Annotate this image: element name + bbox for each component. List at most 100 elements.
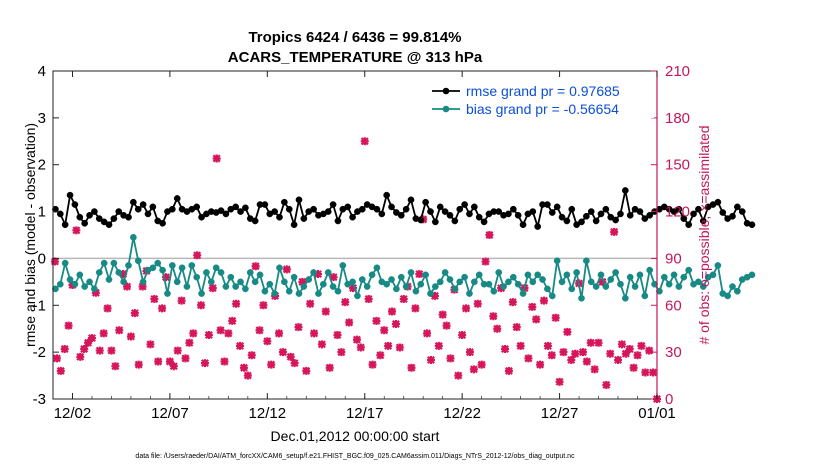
bias-series-point [56,280,64,288]
bias-series-point [441,269,449,276]
bias-series-point [456,278,464,286]
obs-count-marker [224,329,233,338]
rmse-series-point [349,213,356,221]
obs-count-marker [489,312,498,321]
obs-count-marker [111,362,120,371]
bias-series-point [451,285,459,293]
obs-count-marker [239,363,248,372]
bias-series-point [290,273,298,281]
rmse-series-point [222,210,230,218]
bias-series-point [397,273,405,281]
y-right-tick-label: 90 [665,250,682,267]
bias-series-point [183,283,191,290]
bias-series-point [651,280,658,288]
obs-count-marker [641,368,650,377]
rmse-series-point [159,219,166,227]
bias-series-point [417,280,425,288]
rmse-series-point [125,213,132,221]
obs-count-marker [220,357,229,366]
obs-count-marker [310,329,319,338]
obs-count-marker [255,326,264,335]
bias-series-point [100,259,108,267]
obs-count-marker [251,262,260,271]
obs-count-marker [645,346,654,355]
y-tick-label: 0 [38,250,46,267]
obs-count-marker [197,301,206,310]
data-file-footnote: data file: /Users/raeder/DAI/ATM_forcXX/… [135,453,575,460]
obs-count-marker [539,296,548,305]
bias-series-point [631,283,639,290]
bias-series-point [699,283,707,290]
y-right-tick-label: 120 [665,204,690,221]
bias-series-point [617,280,624,288]
bias-series-point [548,292,556,300]
bias-series-point [695,278,702,286]
rmse-series-point [583,212,590,220]
obs-count-marker [99,329,108,338]
bias-series-point [675,283,683,290]
x-tick-label: 12/02 [54,405,92,422]
y-tick-label: -3 [33,391,46,408]
obs-count-marker [236,341,245,350]
bias-series-point [154,259,162,267]
obs-count-marker [232,299,241,308]
obs-count-marker [76,352,85,361]
bias-series-point [349,278,356,286]
obs-count-marker [278,348,287,357]
bias-series-point [76,271,84,279]
x-tick-label: 12/22 [443,405,481,422]
rmse-series-point [636,208,644,215]
rmse-series-point [95,215,103,222]
rmse-series-point [115,208,123,215]
obs-count-marker [536,360,545,369]
bias-series-point [534,271,542,279]
obs-count-marker [629,363,638,372]
bias-series-point [271,290,278,297]
y-right-tick-label: 150 [665,157,690,174]
bias-series-point [125,262,132,269]
obs-count-marker [107,346,116,355]
bias-series-point [568,285,576,293]
rmse-series-point [134,205,142,213]
bias-series-point [334,287,342,295]
obs-count-marker [423,329,432,338]
rmse-series-point [602,205,610,213]
x-tick-label: 12/07 [151,405,189,422]
bias-series-point [495,269,503,276]
bias-series-point [251,278,259,286]
obs-count-marker [243,371,252,380]
rmse-series-point [285,205,293,213]
rmse-series-point [456,205,464,213]
bias-series-point [324,269,332,276]
bias-series-point [597,271,605,279]
bias-series-point [256,271,264,279]
obs-count-marker [80,345,89,354]
obs-count-marker [426,355,435,364]
bias-series-point [237,278,244,286]
obs-count-marker [602,380,611,389]
obs-count-marker [380,326,389,335]
bias-series-point [217,269,225,276]
rmse-series-point [451,217,459,225]
obs-count-marker [337,348,346,357]
rmse-series-point [407,196,415,204]
rmse-series-point [290,221,298,229]
rmse-series-point [441,208,449,215]
rmse-series-point [427,208,434,215]
obs-count-marker [146,340,155,349]
obs-count-marker [356,343,365,352]
rmse-series-point [217,207,225,214]
obs-count-marker [302,366,311,375]
rmse-series-point [748,221,756,229]
obs-count-marker [621,349,630,358]
legend-entry-rmse-swatch-marker [442,87,450,95]
obs-count-marker [64,321,73,330]
obs-count-marker [399,295,408,304]
obs-count-marker [162,273,171,282]
obs-count-marker [388,307,397,316]
rmse-series-point [505,210,512,218]
bias-series-point [509,273,517,281]
rmse-series-point [173,195,181,202]
obs-count-marker [434,341,443,350]
bias-series-point [734,287,741,295]
